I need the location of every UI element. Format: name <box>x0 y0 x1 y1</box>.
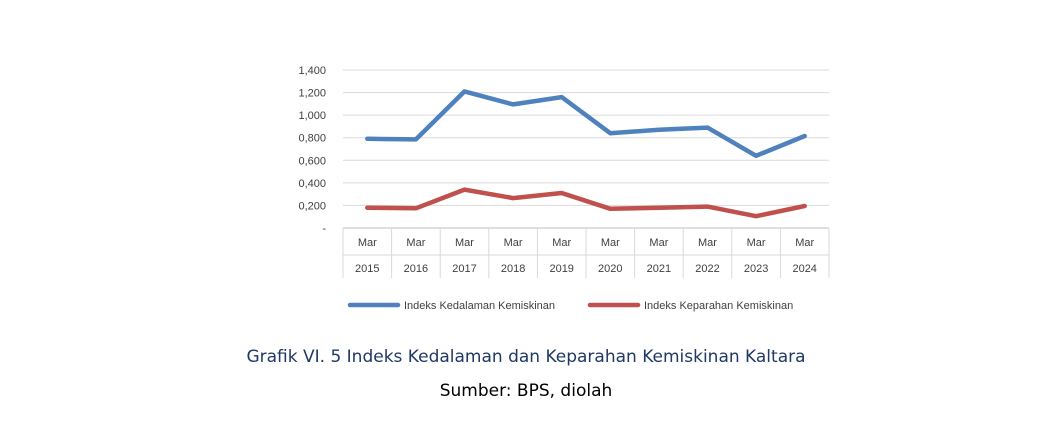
series-line-2 <box>365 187 807 219</box>
x-tick-label-year: 2021 <box>647 263 671 275</box>
y-tick-label: 0,800 <box>298 133 326 145</box>
x-tick-label-month: Mar <box>358 237 377 249</box>
x-axis-category-table: Mar 2015 Mar 2016 Mar 2017 Mar 2018 Mar 2019 Mar 20… <box>342 227 830 278</box>
y-tick-label: 0,600 <box>298 155 326 167</box>
x-tick-label-month: Mar <box>601 237 620 249</box>
figure-caption: Grafik VI. 5 Indeks Kedalaman dan Kepara… <box>246 347 806 367</box>
x-tick-label-month: Mar <box>649 237 668 249</box>
x-tick-label-year: 2015 <box>355 263 379 275</box>
x-tick-label-month: Mar <box>698 237 717 249</box>
y-tick-label: 1,400 <box>298 65 326 77</box>
y-tick-label: - <box>322 223 326 235</box>
y-tick-label: 0,200 <box>298 200 326 212</box>
x-tick-label-month: Mar <box>455 237 474 249</box>
series-lines <box>365 89 807 219</box>
x-tick-label-month: Mar <box>747 237 766 249</box>
x-tick-label-month: Mar <box>552 237 571 249</box>
y-tick-label: 1,200 <box>298 88 326 100</box>
line-chart: - 0,200 0,400 0,600 0,800 1,000 1,200 1,400 Mar… <box>298 65 830 312</box>
x-tick-label-month: Mar <box>504 237 523 249</box>
y-tick-label: 1,000 <box>298 110 326 122</box>
legend-label-1: Indeks Kedalaman Kemiskinan <box>404 300 555 312</box>
figure-source: Sumber: BPS, diolah <box>439 381 613 401</box>
x-tick-label-year: 2018 <box>501 263 525 275</box>
series-line-1 <box>365 89 807 159</box>
x-tick-label-year: 2019 <box>549 263 573 275</box>
x-tick-label-year: 2020 <box>598 263 622 275</box>
y-axis-ticks: - 0,200 0,400 0,600 0,800 1,000 1,200 1,400 <box>298 65 326 235</box>
x-tick-label-month: Mar <box>795 237 814 249</box>
x-tick-label-month: Mar <box>406 237 425 249</box>
legend: Indeks Kedalaman Kemiskinan Indeks Kepara… <box>347 300 793 312</box>
x-tick-label-year: 2023 <box>744 263 768 275</box>
legend-label-2: Indeks Keparahan Kemiskinan <box>644 300 793 312</box>
x-tick-label-year: 2016 <box>404 263 428 275</box>
y-tick-label: 0,400 <box>298 178 326 190</box>
x-tick-label-year: 2024 <box>792 263 816 275</box>
x-tick-label-year: 2017 <box>452 263 476 275</box>
x-tick-label-year: 2022 <box>695 263 719 275</box>
